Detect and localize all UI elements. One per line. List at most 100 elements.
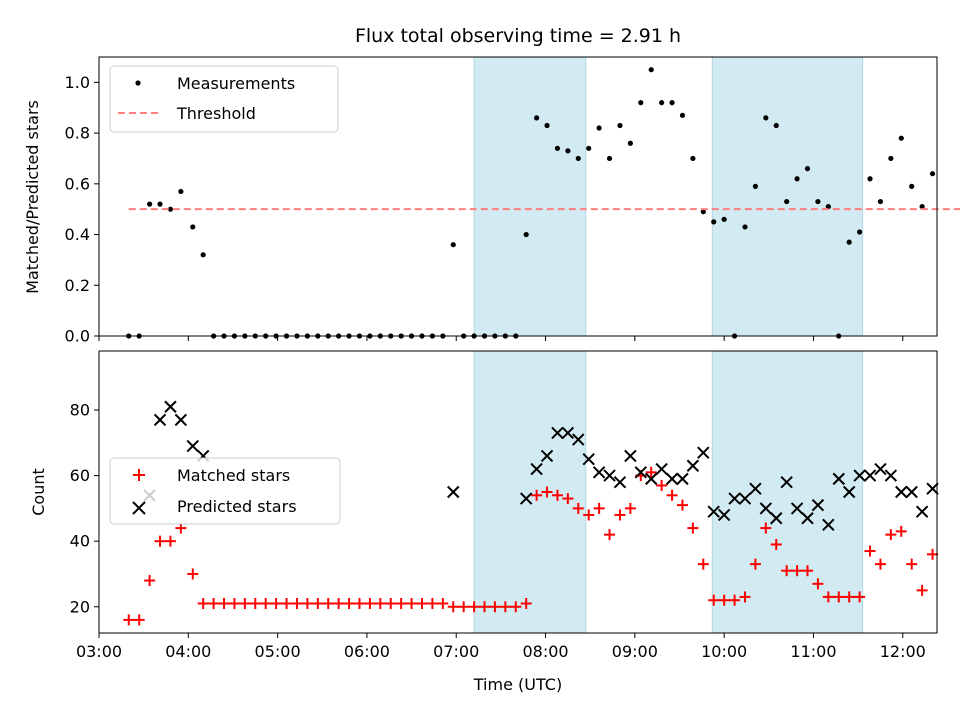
matched-star-point [426, 597, 438, 609]
matched-star-point [123, 614, 135, 626]
matched-star-point [437, 597, 449, 609]
predicted-star-point [519, 492, 533, 505]
matched-star-point [708, 594, 720, 606]
matched-star-point [833, 591, 845, 603]
predicted-star-point [759, 502, 773, 515]
measurement-point [929, 171, 936, 177]
bottom-x-ticks: 03:00 04:00 05:00 06:00 07:00 08:00 09:00 10:00… [76, 633, 926, 661]
measurement-point [773, 122, 779, 129]
measurement-point [450, 242, 456, 248]
matched-star-point [781, 565, 793, 577]
matched-star-point [406, 597, 418, 609]
matched-star-point [676, 499, 688, 511]
predicted-star-point [738, 492, 752, 505]
matched-star-point [749, 558, 761, 570]
matched-star-point [729, 594, 741, 606]
legend-predicted-label: Predicted stars [177, 497, 297, 516]
matched-star-point [520, 597, 532, 609]
x-tick-label: 03:00 [76, 642, 122, 661]
bottom-shaded-intervals [473, 350, 864, 634]
top-x-ticks [98, 336, 904, 341]
measurement-point [178, 188, 184, 195]
predicted-star-point [832, 472, 845, 486]
matched-star-point [364, 597, 376, 609]
matched-star-point [144, 575, 156, 587]
predicted-star-point [790, 502, 804, 515]
matched-star-point [895, 525, 907, 537]
predicted-star-point [749, 482, 762, 495]
measurement-point [679, 112, 686, 118]
bottom-y-tick-label: 60 [70, 466, 90, 485]
top-y-tick-label: 1.0 [65, 73, 90, 92]
measurement-point [711, 219, 717, 225]
predicted-star-point [780, 475, 793, 489]
x-tick-label: 11:00 [790, 642, 836, 661]
bottom-axes-frame [98, 350, 938, 634]
top-shaded-interval-2 [711, 56, 864, 337]
predicted-star-point [728, 492, 741, 505]
predicted-star-point [811, 498, 825, 512]
predicted-star-point [884, 469, 898, 482]
predicted-star-point [582, 453, 595, 466]
predicted-star-point [603, 469, 616, 482]
matched-star-point [385, 597, 397, 609]
matched-star-point [697, 558, 709, 570]
matched-star-point [374, 597, 386, 609]
top-shaded-interval-1 [473, 56, 587, 337]
legend-threshold-label: Threshold [176, 104, 256, 123]
x-axis-label: Time (UTC) [473, 675, 562, 694]
matched-star-point [645, 466, 657, 478]
x-tick-label: 04:00 [165, 642, 211, 661]
measurement-point [586, 145, 592, 151]
matched-star-point [802, 565, 814, 577]
x-tick-label: 07:00 [433, 642, 479, 661]
matched-star-point [551, 489, 563, 501]
matched-star-point [468, 601, 480, 613]
measurement-point [190, 224, 196, 230]
predicted-star-point [822, 518, 835, 531]
measurement-point [919, 204, 925, 210]
matched-star-point [822, 591, 834, 603]
matched-star-point [812, 578, 824, 590]
predicted-star-point [592, 466, 606, 479]
measurement-point [909, 183, 915, 189]
predicted-star-point [645, 472, 658, 486]
measurement-point [554, 145, 561, 151]
measurement-point [200, 252, 206, 258]
measurement-point [690, 155, 696, 162]
measurement-point [804, 166, 811, 172]
chart-title: Flux total observing time = 2.91 h [355, 25, 681, 47]
matched-star-point [228, 597, 240, 609]
measurement-point [898, 135, 904, 141]
measurement-point [815, 198, 821, 205]
bottom-legend-box [109, 457, 341, 525]
matched-star-point [854, 591, 866, 603]
matched-star-point [322, 597, 334, 609]
matched-star-point [531, 489, 543, 501]
bottom-shaded-interval-1 [473, 350, 587, 634]
measurement-point [825, 204, 831, 210]
bottom-y-tick-label: 80 [70, 401, 90, 420]
measurement-point [888, 155, 894, 162]
matched-star-point [333, 597, 345, 609]
predicted-star-point [697, 446, 710, 459]
measurement-point [534, 115, 540, 121]
matched-star-point [154, 535, 166, 547]
matched-star-point [249, 597, 261, 609]
predicted-star-point [686, 459, 700, 472]
predicted-star-point [572, 433, 585, 446]
predicted-star-point [624, 449, 637, 463]
matched-star-point [416, 597, 428, 609]
measurement-point [638, 100, 644, 106]
matched-star-point [770, 538, 782, 550]
predicted-star-point [707, 505, 720, 518]
measurement-point [565, 148, 571, 154]
matched-star-point [291, 597, 303, 609]
legend-matched-marker [133, 469, 145, 481]
top-y-tick-label: 0.6 [65, 174, 90, 193]
predicted-star-point [561, 426, 575, 440]
matched-star-point [541, 486, 553, 498]
measurement-point [157, 201, 163, 207]
matched-star-point [604, 529, 616, 541]
measurement-point [721, 216, 727, 222]
